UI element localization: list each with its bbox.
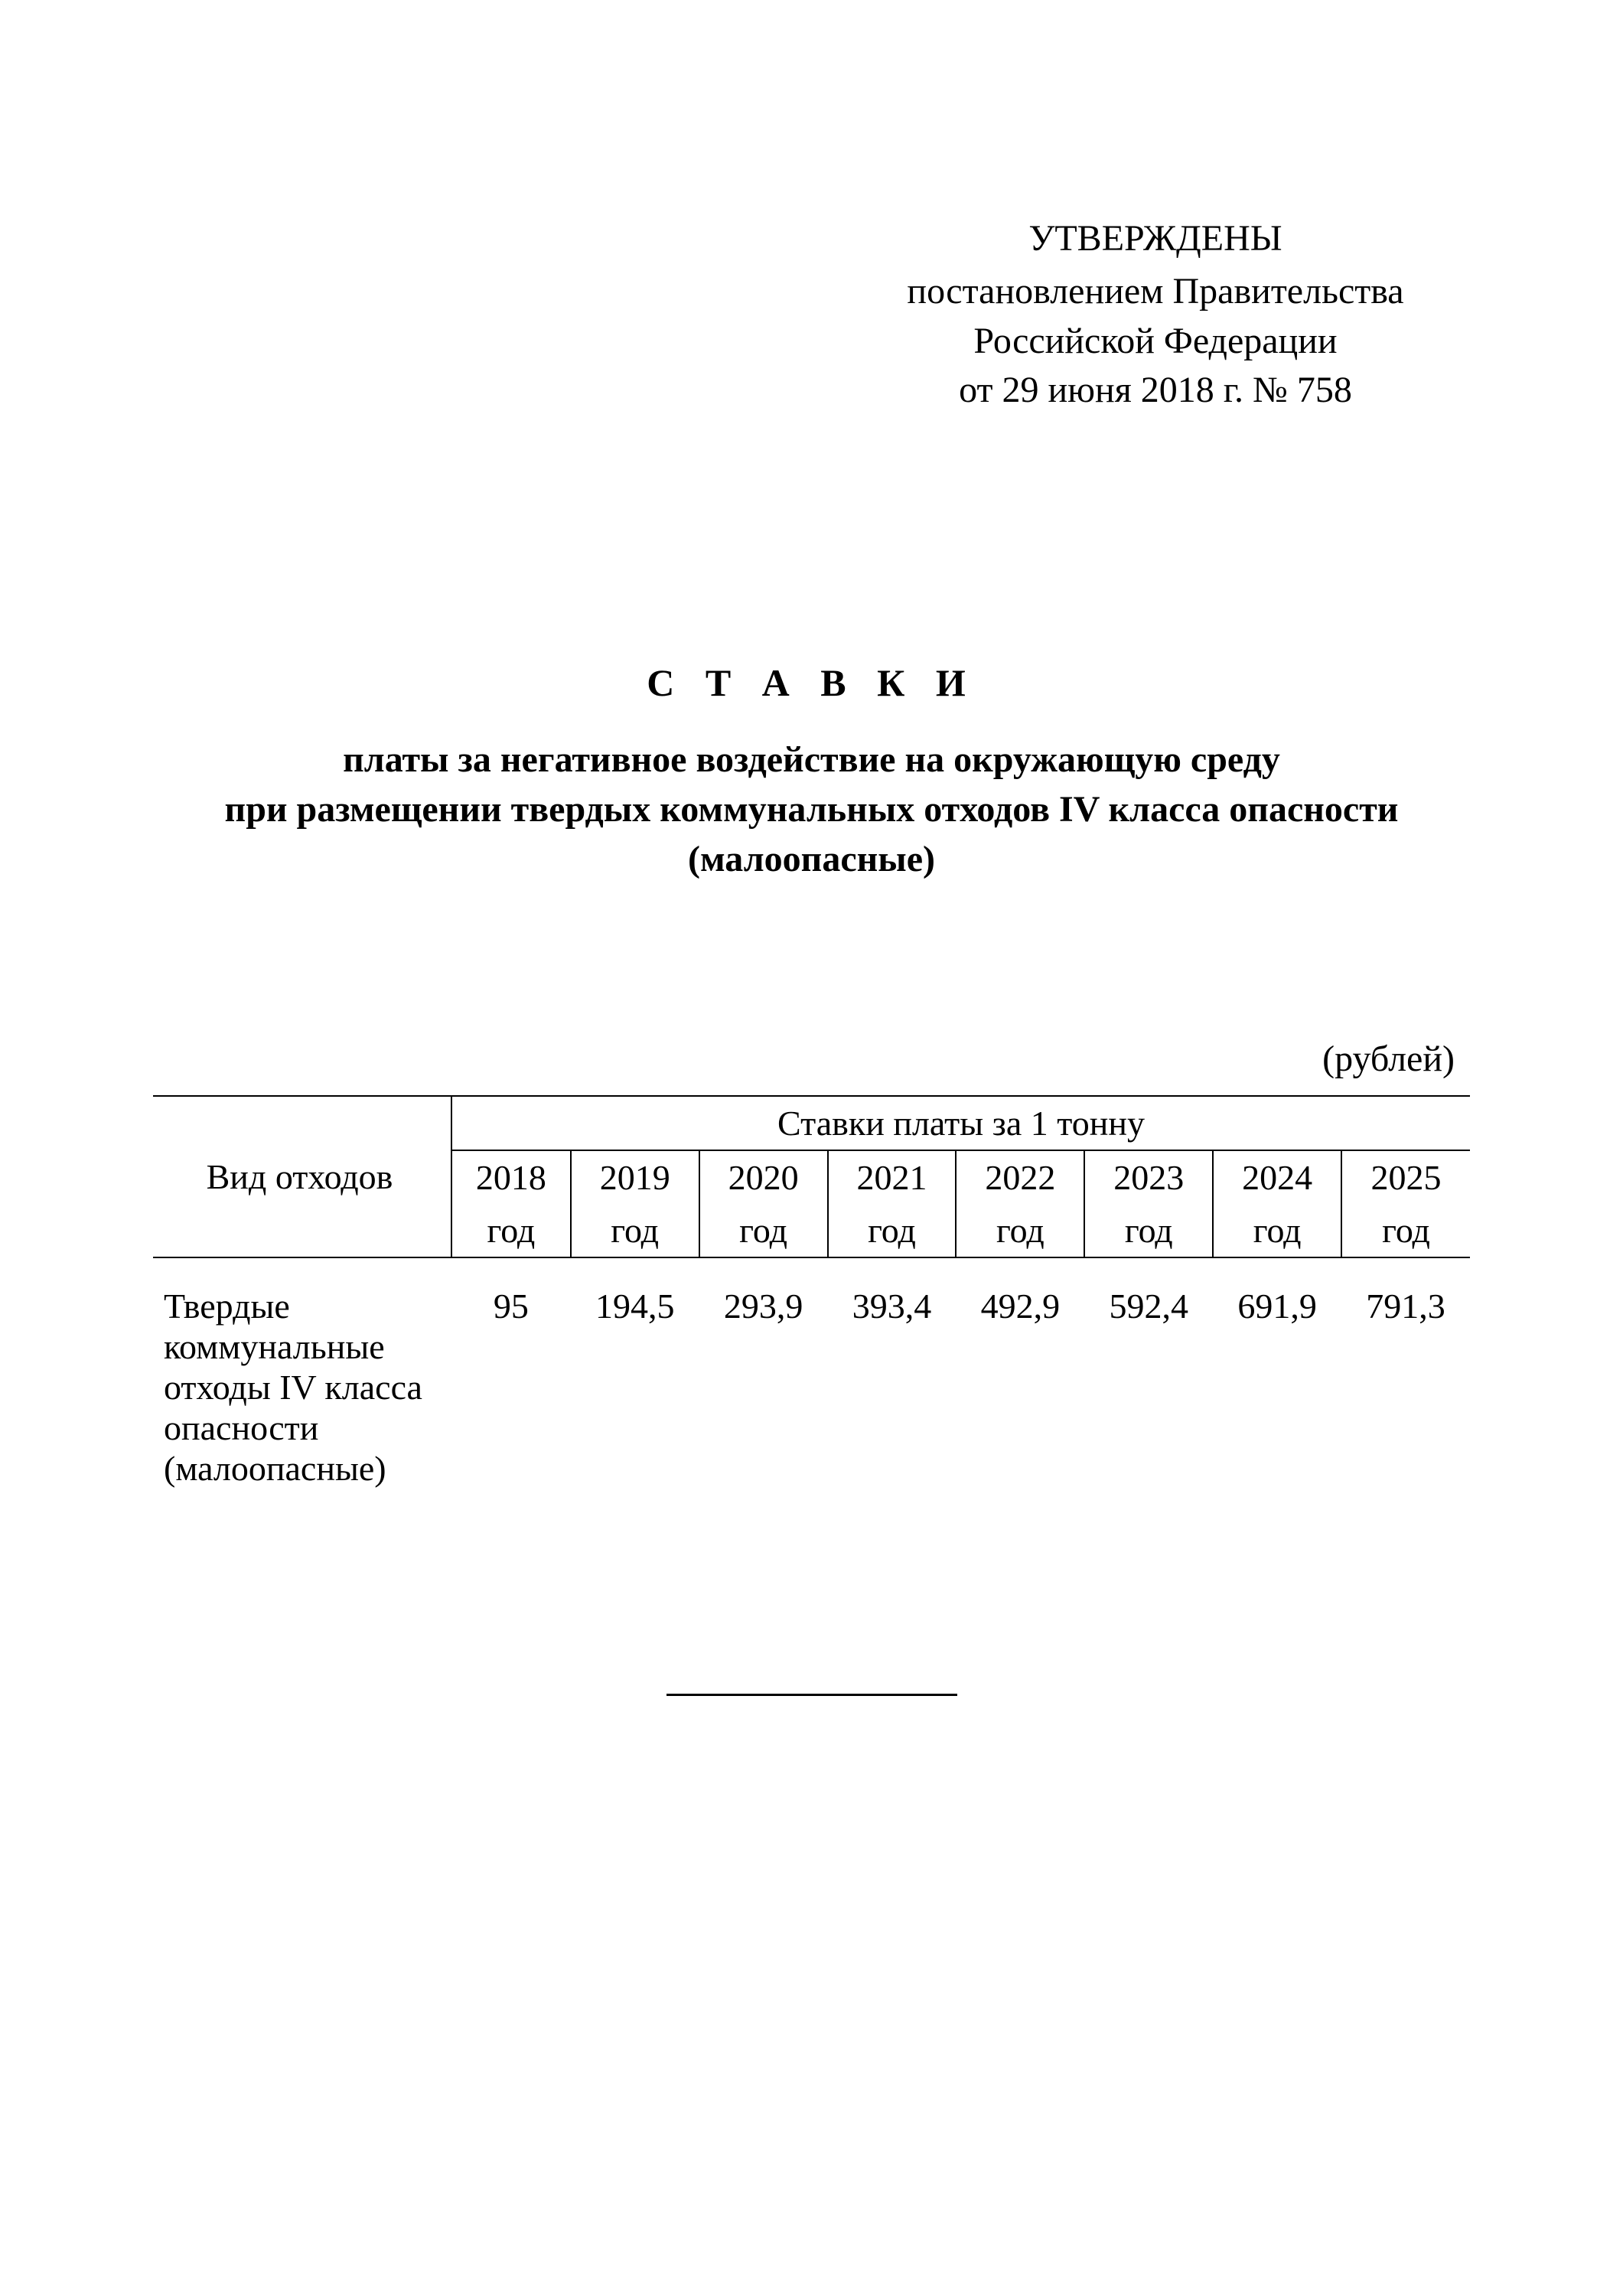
value-cell-2: 293,9: [699, 1257, 828, 1495]
year-sub-1: год: [571, 1204, 699, 1257]
year-header-1: 2019: [571, 1150, 699, 1204]
unit-label: (рублей): [153, 1038, 1470, 1080]
approval-line3: от 29 июня 2018 г. № 758: [842, 366, 1469, 416]
title-sub-line3: (малоопасные): [153, 835, 1470, 885]
year-sub-2: год: [699, 1204, 828, 1257]
title-sub: платы за негативное воздействие на окруж…: [153, 735, 1470, 884]
year-sub-3: год: [828, 1204, 957, 1257]
title-block: С Т А В К И платы за негативное воздейст…: [153, 660, 1470, 884]
value-cell-1: 194,5: [571, 1257, 699, 1495]
value-cell-4: 492,9: [956, 1257, 1084, 1495]
title-main: С Т А В К И: [153, 660, 1470, 705]
year-sub-5: год: [1084, 1204, 1213, 1257]
table-body: Твердые коммунальные отходы IV класса оп…: [153, 1257, 1470, 1495]
table-header: Вид отходов Ставки платы за 1 тонну 2018…: [153, 1096, 1470, 1257]
year-header-6: 2024: [1213, 1150, 1341, 1204]
year-header-7: 2025: [1341, 1150, 1470, 1204]
approval-line1: постановлением Правительства: [842, 267, 1469, 317]
year-header-3: 2021: [828, 1150, 957, 1204]
row-label: Твердые коммунальные отходы IV класса оп…: [153, 1257, 451, 1495]
year-header-0: 2018: [451, 1150, 571, 1204]
table-header-row-1: Вид отходов Ставки платы за 1 тонну: [153, 1096, 1470, 1150]
year-sub-7: год: [1341, 1204, 1470, 1257]
value-cell-3: 393,4: [828, 1257, 957, 1495]
year-sub-6: год: [1213, 1204, 1341, 1257]
value-cell-7: 791,3: [1341, 1257, 1470, 1495]
approval-line2: Российской Федерации: [842, 317, 1469, 367]
table-row: Твердые коммунальные отходы IV класса оп…: [153, 1257, 1470, 1495]
year-header-4: 2022: [956, 1150, 1084, 1204]
col-header-waste-type: Вид отходов: [153, 1096, 451, 1257]
approval-block: УТВЕРЖДЕНЫ постановлением Правительства …: [842, 214, 1469, 416]
value-cell-6: 691,9: [1213, 1257, 1341, 1495]
year-sub-4: год: [956, 1204, 1084, 1257]
year-sub-0: год: [451, 1204, 571, 1257]
value-cell-0: 95: [451, 1257, 571, 1495]
title-sub-line2: при размещении твердых коммунальных отхо…: [153, 785, 1470, 835]
year-header-2: 2020: [699, 1150, 828, 1204]
separator-line: [666, 1694, 957, 1696]
title-sub-line1: платы за негативное воздействие на окруж…: [153, 735, 1470, 785]
rates-table: Вид отходов Ставки платы за 1 тонну 2018…: [153, 1095, 1470, 1495]
year-header-5: 2023: [1084, 1150, 1213, 1204]
value-cell-5: 592,4: [1084, 1257, 1213, 1495]
col-header-span: Ставки платы за 1 тонну: [451, 1096, 1470, 1150]
document-page: УТВЕРЖДЕНЫ постановлением Правительства …: [0, 0, 1623, 2296]
approval-approved: УТВЕРЖДЕНЫ: [842, 214, 1469, 264]
